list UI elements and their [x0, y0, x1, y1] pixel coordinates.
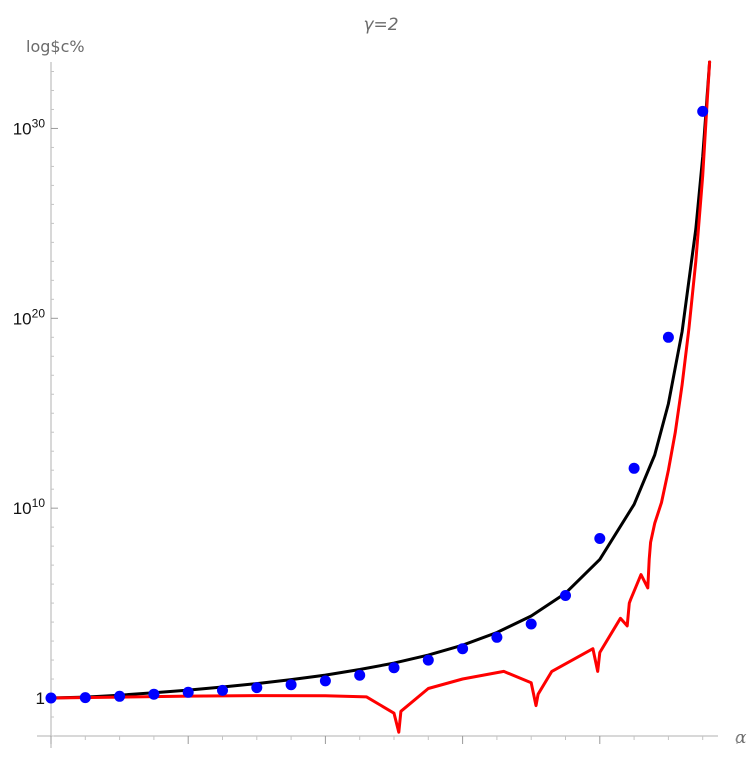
series-line	[49, 60, 712, 700]
y-tick-label: 1030	[13, 116, 46, 138]
data-point	[79, 692, 91, 704]
data-point	[491, 631, 503, 643]
y-tick-label: 1010	[13, 496, 46, 518]
x-ticks	[50, 736, 738, 744]
chart-title: γ=2	[363, 15, 398, 35]
data-point	[217, 684, 228, 696]
data-point	[182, 686, 194, 698]
data-point	[319, 675, 331, 687]
y-tick-label: 1020	[13, 306, 46, 328]
y-axis-label: log$c%	[26, 37, 85, 56]
data-point	[594, 533, 606, 544]
data-point	[114, 690, 126, 702]
data-point	[148, 688, 160, 700]
data-point	[560, 590, 571, 601]
data-point	[628, 462, 640, 474]
data-point	[525, 618, 537, 630]
data-point	[285, 679, 297, 691]
data-point	[697, 105, 709, 117]
data-point	[422, 654, 434, 666]
series-layer	[45, 60, 712, 734]
data-point	[662, 331, 674, 343]
data-point	[388, 662, 400, 674]
data-point	[251, 682, 263, 694]
data-point	[354, 669, 366, 681]
y-tick-label: 1	[36, 689, 45, 708]
series-line	[49, 60, 712, 734]
x-axis-label: α	[735, 728, 747, 748]
y-ticks: 1 1010 1020 1030	[13, 70, 58, 737]
data-point	[457, 643, 469, 655]
data-point	[45, 692, 57, 704]
